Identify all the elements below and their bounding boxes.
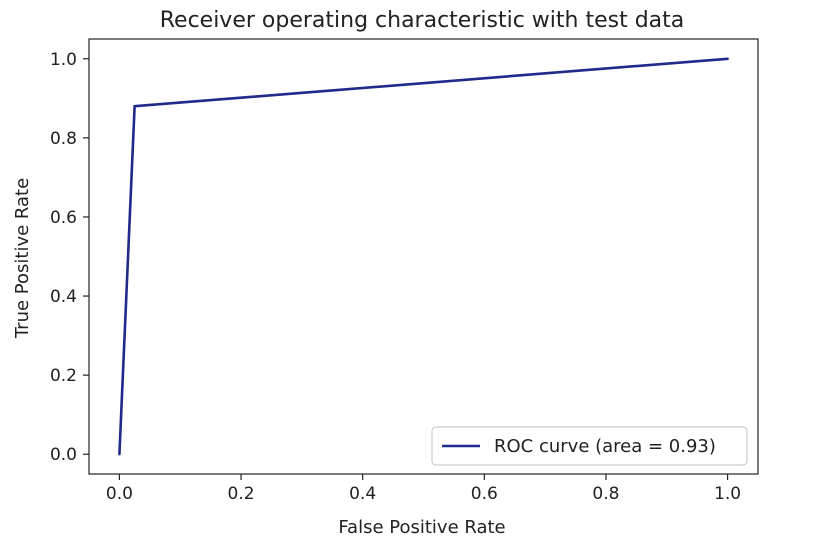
y-tick-label: 1.0: [50, 50, 77, 70]
x-tick-label: 0.2: [228, 484, 255, 504]
x-tick-label: 0.0: [106, 484, 133, 504]
y-tick-label: 0.2: [50, 366, 77, 386]
y-tick-label: 0.0: [50, 445, 77, 465]
y-tick-label: 0.8: [50, 129, 77, 149]
y-axis-label: True Positive Rate: [12, 178, 33, 339]
legend: ROC curve (area = 0.93): [431, 426, 748, 466]
x-tick-label: 1.0: [714, 484, 741, 504]
series-layer: [118, 57, 729, 456]
ticks-layer: 0.0 0.2 0.4 0.6 0.8 1.0 0.0 0.2 0.4 0.6 0.8 1.0: [50, 50, 741, 504]
y-tick-label: 0.6: [50, 208, 77, 228]
chart-title: Receiver operating characteristic with t…: [160, 8, 685, 33]
x-tick-label: 0.8: [592, 484, 619, 504]
y-tick-label: 0.4: [50, 287, 77, 307]
x-axis-label: False Positive Rate: [338, 517, 505, 538]
legend-entry-label: ROC curve (area = 0.93): [494, 436, 716, 457]
x-tick-label: 0.4: [349, 484, 376, 504]
legend-box: [431, 426, 748, 466]
x-tick-label: 0.6: [471, 484, 498, 504]
plot-area-frame: [88, 38, 759, 475]
roc-curve-line: [118, 57, 729, 456]
